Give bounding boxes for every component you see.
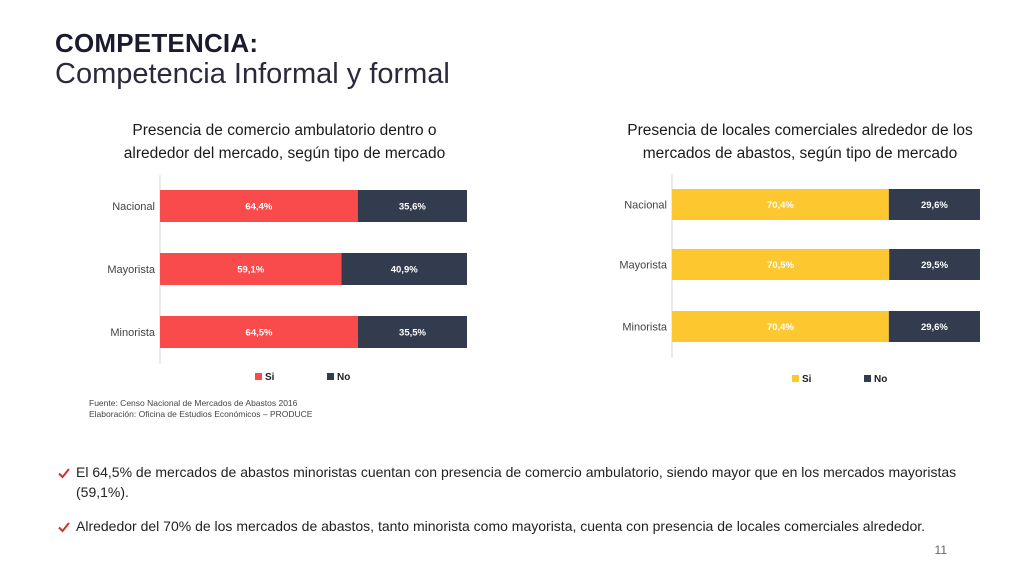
category-label: Minorista bbox=[622, 322, 668, 334]
bullet-text: Alrededor del 70% de los mercados de aba… bbox=[76, 518, 926, 534]
bar-segment-si bbox=[160, 190, 358, 222]
page-number: 11 bbox=[934, 543, 947, 557]
checkmark-icon bbox=[58, 518, 76, 538]
bar-segment-si bbox=[160, 316, 359, 348]
legend-swatch bbox=[255, 373, 262, 380]
bar-segment-no bbox=[888, 189, 980, 220]
bar-segment-no bbox=[357, 190, 467, 222]
legend-swatch bbox=[327, 373, 334, 380]
category-label: Mayorista bbox=[107, 264, 156, 276]
bar-segment-no bbox=[341, 253, 467, 285]
chart-2-title: Presencia de locales comerciales alreded… bbox=[627, 122, 973, 162]
data-label: 70,5% bbox=[767, 260, 794, 271]
data-label: 70,4% bbox=[767, 200, 794, 211]
legend-label: No bbox=[874, 374, 887, 385]
source-note: Fuente: Censo Nacional de Mercados de Ab… bbox=[89, 398, 298, 408]
data-label: 64,4% bbox=[245, 202, 272, 213]
category-label: Minorista bbox=[110, 327, 156, 339]
category-label: Nacional bbox=[624, 200, 667, 212]
bullet-list: El 64,5% de mercados de abastos minorist… bbox=[58, 462, 998, 552]
bar-segment-no bbox=[888, 311, 980, 342]
category-label: Nacional bbox=[112, 201, 155, 213]
chart-1: Nacional 64,4% 35,6% Mayorista 59,1% 40,9% Min… bbox=[107, 175, 467, 383]
data-label: 40,9% bbox=[391, 265, 418, 276]
data-label: 59,1% bbox=[237, 265, 264, 276]
data-label: 29,5% bbox=[921, 260, 948, 271]
data-label: 35,6% bbox=[399, 202, 426, 213]
bar-segment-si bbox=[672, 311, 889, 342]
legend-label: No bbox=[337, 372, 350, 383]
bar-segment-si bbox=[160, 253, 342, 285]
page-subtitle: Competencia Informal y formal bbox=[55, 58, 450, 90]
category-label: Mayorista bbox=[619, 260, 668, 272]
title-block: COMPETENCIA: Competencia Informal y form… bbox=[55, 28, 450, 90]
data-label: 70,4% bbox=[767, 322, 794, 333]
chart-1-title: Presencia de comercio ambulatorio dentro… bbox=[123, 122, 446, 162]
legend-label: Si bbox=[265, 372, 275, 383]
bullet-item: El 64,5% de mercados de abastos minorist… bbox=[58, 462, 998, 502]
legend-label: Si bbox=[802, 374, 812, 385]
data-label: 29,6% bbox=[921, 322, 948, 333]
bar-segment-si bbox=[672, 189, 889, 220]
bar-segment-no bbox=[889, 249, 980, 280]
checkmark-icon bbox=[58, 464, 76, 484]
bullet-text: El 64,5% de mercados de abastos minorist… bbox=[76, 464, 957, 500]
legend-swatch bbox=[864, 375, 871, 382]
data-label: 35,5% bbox=[399, 328, 426, 339]
legend-swatch bbox=[792, 375, 799, 382]
elaboration-note: Elaboración: Oficina de Estudios Económi… bbox=[89, 409, 313, 419]
data-label: 29,6% bbox=[921, 200, 948, 211]
bar-segment-no bbox=[358, 316, 467, 348]
bullet-item: Alrededor del 70% de los mercados de aba… bbox=[58, 516, 998, 538]
data-label: 64,5% bbox=[246, 328, 273, 339]
chart-2: Nacional 70,4% 29,6% Mayorista 70,5% 29,5% Min… bbox=[619, 174, 980, 385]
page-title: COMPETENCIA: bbox=[55, 28, 259, 58]
bar-segment-si bbox=[672, 249, 890, 280]
